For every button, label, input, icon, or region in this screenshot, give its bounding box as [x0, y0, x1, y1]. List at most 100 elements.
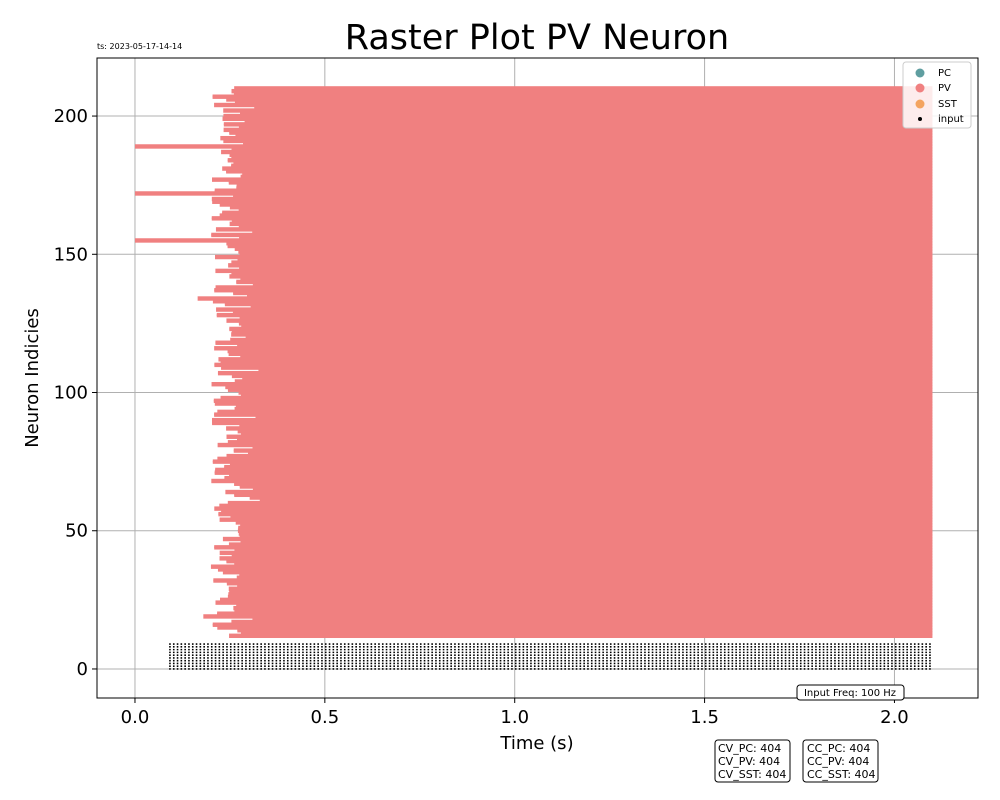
pv-spike-row-36: [217, 567, 933, 572]
pv-spike-row-94: [234, 406, 933, 412]
legend-label-sst: SST: [938, 99, 958, 110]
pv-spike-tail-135: [247, 294, 258, 297]
pv-spike-tail-43: [234, 549, 255, 551]
pv-spike-tail-186: [229, 153, 253, 156]
legend: PC PV SST input: [902, 61, 972, 129]
pv-spike-row-71: [214, 470, 933, 475]
legend-marker-sst: [915, 99, 925, 109]
pv-spike-row-98: [220, 395, 933, 401]
pv-spike-row-35: [222, 570, 933, 575]
pv-spike-row-177: [211, 177, 933, 182]
pv-spike-row-99: [240, 393, 933, 398]
pv-spike-row-78: [248, 451, 933, 456]
pv-spike-tail-198: [244, 120, 265, 123]
pv-spike-tail-197: [223, 123, 235, 126]
pv-spike-row-68: [211, 478, 933, 484]
pv-spike-tail-56: [218, 513, 251, 515]
pv-spike-row-159: [215, 227, 933, 232]
pv-spike-row-69: [224, 476, 933, 481]
pv-spike-tail-180: [226, 170, 244, 173]
pv-spike-row-85: [240, 431, 933, 437]
pv-spike-row-163: [211, 216, 933, 221]
legend-marker-pv: [915, 83, 925, 93]
pv-spike-row-58: [214, 506, 933, 511]
pv-spike-tail-110: [214, 364, 243, 366]
pv-spike-tail-165: [222, 212, 240, 214]
pv-spike-row-193: [235, 133, 933, 138]
pv-spike-tail-118: [215, 341, 254, 344]
y-ticks: 0 50 100 150 200: [54, 106, 97, 680]
pv-spike-row-144: [215, 268, 933, 274]
pv-spike-row-75: [212, 459, 933, 464]
pv-spike-tail-23: [236, 604, 255, 607]
pv-spike-row-32: [213, 578, 933, 583]
pv-spike-row-92: [214, 412, 933, 417]
pv-spike-row-127: [239, 315, 933, 321]
y-tick-label-1: 50: [65, 521, 88, 542]
pv-spike-tail-194: [229, 131, 260, 134]
cc-line-sst: CC_SST: 404: [807, 768, 876, 781]
pv-spike-row-83: [237, 437, 933, 442]
pv-spike-row-12: [229, 633, 933, 639]
y-tick-label-3: 150: [54, 244, 88, 265]
pv-spike-tail-44: [214, 546, 240, 549]
pv-spike-row-156: [239, 235, 933, 240]
pv-spike-tail-207: [212, 95, 225, 98]
pv-spike-row-191: [223, 138, 933, 144]
pv-spike-tail-184: [227, 159, 243, 162]
pv-spike-row-111: [220, 359, 933, 365]
x-tick-label-3: 1.5: [690, 707, 719, 728]
pv-spike-row-112: [218, 357, 933, 362]
input-freq-annotation: Input Freq: 100 Hz: [796, 684, 905, 701]
pv-spike-tail-89: [212, 422, 239, 424]
pv-spike-row-20: [217, 611, 933, 616]
pv-spike-row-103: [211, 382, 933, 387]
x-tick-label-0: 0.0: [121, 707, 150, 728]
pv-spike-row-204: [214, 102, 933, 108]
pv-spike-row-145: [239, 265, 933, 271]
pv-spike-tail-78: [248, 452, 280, 455]
y-tick-label-0: 0: [77, 659, 88, 680]
pv-spike-row-157: [211, 232, 933, 238]
pv-spike-row-57: [221, 509, 933, 514]
pv-spike-row-164: [219, 213, 933, 218]
pv-spike-row-64: [225, 489, 933, 495]
pv-spike-row-114: [228, 351, 933, 357]
pv-spike-row-153: [227, 243, 933, 249]
pv-spike-tail-163: [211, 217, 249, 220]
pv-spike-row-47: [222, 536, 933, 542]
pv-spike-row-50: [237, 528, 933, 533]
pv-spike-row-199: [222, 116, 933, 122]
pv-spike-tail-71: [214, 471, 253, 474]
pv-spike-row-115: [227, 348, 933, 354]
pv-spike-row-181: [222, 166, 933, 171]
pv-spike-row-80: [252, 445, 933, 451]
pv-spike-row-22: [233, 605, 933, 611]
pv-spike-tail-80: [252, 447, 270, 449]
pv-spike-tail-122: [231, 330, 258, 333]
cv-line-pc: CV_PC: 404: [718, 742, 781, 755]
pv-spike-row-183: [233, 160, 933, 166]
pv-spike-row-131: [250, 304, 933, 310]
pv-spike-row-122: [231, 329, 933, 334]
pv-spike-row-53: [235, 520, 933, 525]
legend-label-input: input: [938, 114, 964, 125]
pv-spike-row-54: [219, 517, 933, 522]
pv-spike-row-93: [217, 409, 933, 415]
pv-spike-row-40: [219, 556, 933, 561]
legend-marker-input: [918, 117, 922, 121]
pv-spike-row-28: [229, 589, 933, 594]
pv-spike-row-129: [232, 310, 933, 315]
pv-spike-row-38: [234, 561, 933, 567]
pv-spike-tail-190: [243, 142, 252, 145]
input-spike-layer: [169, 643, 933, 670]
pv-spike-tail-75: [212, 460, 226, 463]
pv-spike-tail-128: [216, 314, 243, 316]
pv-spike-tail-153: [227, 245, 243, 247]
pv-spike-row-209: [231, 88, 933, 94]
pv-spike-row-132: [224, 301, 933, 307]
pv-spike-row-137: [214, 288, 933, 293]
pv-spike-row-169: [212, 199, 933, 204]
pv-spike-row-205: [234, 100, 933, 105]
pv-spike-row-186: [229, 152, 933, 157]
